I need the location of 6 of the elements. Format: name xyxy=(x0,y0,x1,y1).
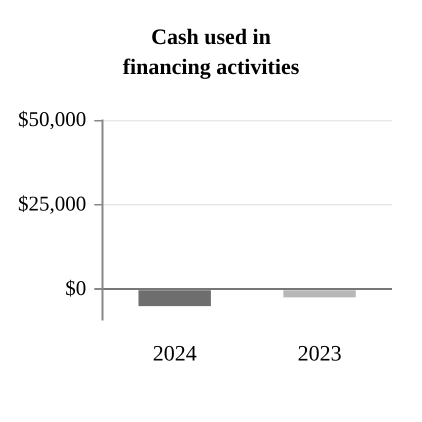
y-tick-label: $25,000 xyxy=(18,191,86,216)
y-tick-label: $0 xyxy=(65,276,86,300)
y-tick-label: $50,000 xyxy=(18,107,86,132)
x-tick-label: 2023 xyxy=(298,340,342,366)
chart-title: Cash used in financing activities xyxy=(122,23,300,81)
x-tick-label: 2024 xyxy=(152,340,197,366)
